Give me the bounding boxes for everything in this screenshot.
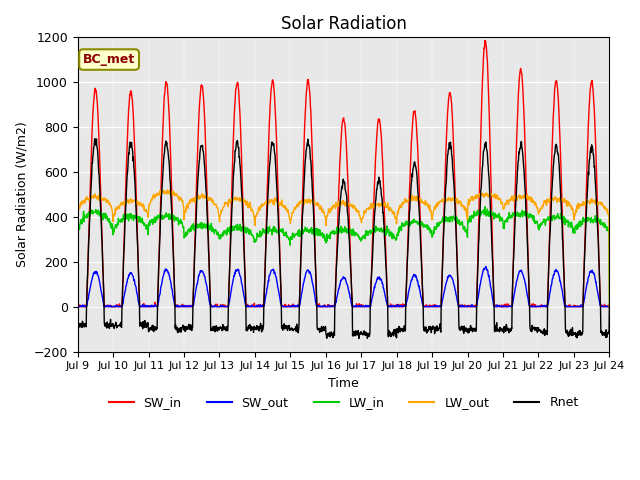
LW_in <box>426 225 434 231</box>
LW_in <box>252 239 259 244</box>
Line: SW_in: SW_in <box>77 40 609 307</box>
Line: SW_out: SW_out <box>77 266 609 307</box>
Rnet <box>496 324 504 330</box>
LW_out <box>426 208 434 214</box>
Rnet <box>91 136 99 142</box>
SW_in <box>605 304 613 310</box>
SW_out <box>74 303 81 309</box>
SW_in <box>496 304 504 310</box>
LW_out <box>543 203 550 208</box>
SW_out <box>76 304 83 310</box>
SW_out <box>496 304 504 310</box>
LW_out <box>496 196 504 202</box>
Line: Rnet: Rnet <box>77 139 609 338</box>
Rnet <box>252 324 260 330</box>
SW_out <box>605 303 613 309</box>
SW_in <box>252 304 260 310</box>
X-axis label: Time: Time <box>328 377 359 390</box>
Rnet <box>74 323 81 328</box>
SW_in <box>179 304 187 310</box>
SW_out <box>482 264 490 269</box>
LW_out <box>164 187 172 193</box>
Line: LW_in: LW_in <box>77 207 609 307</box>
SW_in <box>74 304 82 310</box>
Legend: SW_in, SW_out, LW_in, LW_out, Rnet: SW_in, SW_out, LW_in, LW_out, Rnet <box>104 391 584 414</box>
LW_out <box>193 199 200 204</box>
Rnet <box>543 332 551 337</box>
Rnet <box>605 304 613 310</box>
LW_in <box>496 217 504 223</box>
LW_out <box>74 218 81 224</box>
SW_in <box>543 302 551 308</box>
SW_in <box>426 304 434 310</box>
SW_in <box>193 191 200 196</box>
LW_in <box>605 304 613 310</box>
SW_out <box>252 303 260 309</box>
Line: LW_out: LW_out <box>77 190 609 307</box>
LW_in <box>192 223 200 229</box>
LW_out <box>605 304 613 310</box>
LW_in <box>179 224 187 229</box>
LW_in <box>481 204 489 210</box>
Y-axis label: Solar Radiation (W/m2): Solar Radiation (W/m2) <box>15 121 28 267</box>
Rnet <box>355 336 363 341</box>
LW_out <box>252 213 260 219</box>
Rnet <box>427 324 435 329</box>
LW_in <box>74 230 81 236</box>
LW_out <box>179 204 187 209</box>
LW_in <box>543 218 550 224</box>
Rnet <box>179 327 187 333</box>
SW_in <box>481 37 489 43</box>
SW_out <box>193 284 200 290</box>
SW_out <box>543 302 551 308</box>
Text: BC_met: BC_met <box>83 53 135 66</box>
Title: Solar Radiation: Solar Radiation <box>280 15 406 33</box>
SW_out <box>426 304 434 310</box>
SW_in <box>74 303 81 309</box>
SW_out <box>179 303 187 309</box>
Rnet <box>193 215 200 220</box>
